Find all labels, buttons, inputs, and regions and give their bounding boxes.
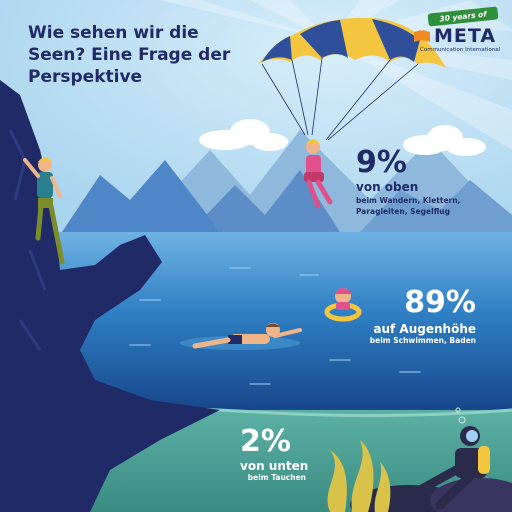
meta-logo: 30 years of META Communication Internati… xyxy=(410,6,506,56)
stat-bottom-detail: beim Tauchen xyxy=(247,473,306,482)
stat-top-label: von oben xyxy=(356,180,419,194)
logo-anniversary-badge: 30 years of xyxy=(427,6,499,27)
logo-wordmark: META xyxy=(434,25,497,47)
paraglider xyxy=(258,17,446,209)
logo-tagline: Communication International xyxy=(420,47,501,53)
rock-cliff xyxy=(0,80,220,512)
diver xyxy=(415,407,490,510)
stat-middle-value: 89% xyxy=(404,285,476,320)
climber xyxy=(23,157,65,265)
stat-middle-label: auf Augenhöhe xyxy=(373,322,476,336)
mountains xyxy=(60,130,512,240)
seaweed xyxy=(327,440,391,512)
clouds xyxy=(199,119,486,156)
child-with-float-ring xyxy=(324,288,362,322)
stat-bottom-label: von unten xyxy=(240,459,309,473)
swimmer xyxy=(180,323,302,350)
stat-top-value: 9% xyxy=(356,145,407,180)
stat-middle-detail: beim Schwimmen, Baden xyxy=(369,336,476,345)
page-title: Wie sehen wir die Seen? Eine Frage der P… xyxy=(28,23,231,87)
book-icon xyxy=(414,30,430,42)
stat-bottom-value: 2% xyxy=(240,424,291,459)
water-ripples xyxy=(129,267,421,385)
stat-top-detail: beim Wandern, Klettern, Paragleiten, Seg… xyxy=(356,196,461,216)
